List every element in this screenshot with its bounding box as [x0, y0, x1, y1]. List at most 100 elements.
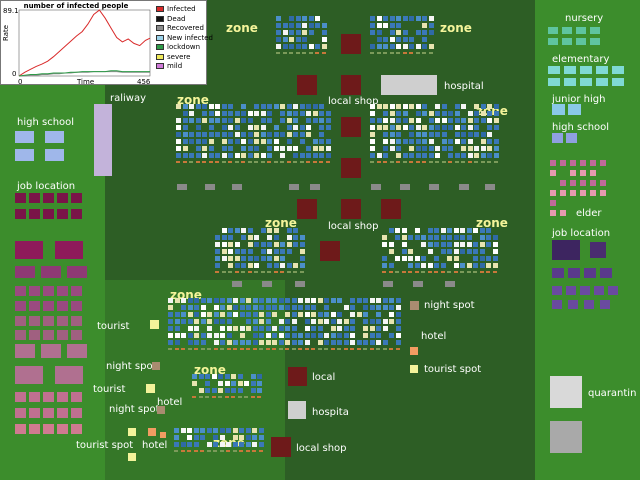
infection-chart[interactable]: number of infected people 89.1 0 Rate 0 …	[0, 0, 213, 86]
house	[356, 312, 362, 317]
junior-high-building	[552, 104, 565, 115]
house	[350, 326, 355, 331]
house	[421, 256, 426, 261]
job-building	[71, 193, 82, 203]
hotel-label: hotel	[157, 397, 183, 408]
house	[219, 442, 225, 447]
house	[260, 111, 266, 116]
house	[232, 435, 238, 440]
shop-strip	[337, 348, 341, 350]
house	[246, 298, 251, 303]
job-building	[15, 286, 26, 296]
house	[226, 442, 231, 447]
house	[369, 305, 375, 310]
shop-strip	[389, 52, 394, 54]
house	[383, 16, 388, 21]
house	[208, 104, 214, 109]
house	[402, 37, 408, 42]
job-building	[43, 193, 54, 203]
house	[447, 228, 452, 233]
house	[278, 305, 284, 310]
house	[422, 104, 427, 109]
house	[280, 111, 285, 116]
shop-strip	[447, 271, 451, 273]
nursery-building	[562, 38, 572, 45]
house	[480, 153, 486, 158]
house	[370, 44, 375, 49]
shop-strip	[421, 271, 425, 273]
store	[205, 184, 215, 190]
house	[337, 326, 342, 331]
house	[200, 333, 206, 338]
shop-strip	[454, 161, 459, 163]
shop-strip	[174, 348, 179, 350]
house	[324, 312, 329, 317]
house	[448, 125, 453, 130]
job-building	[15, 366, 43, 384]
house	[370, 111, 375, 116]
job-building	[67, 266, 87, 278]
house	[280, 256, 285, 261]
house	[383, 111, 388, 116]
house	[396, 125, 401, 130]
shop-strip	[487, 161, 491, 163]
house	[187, 305, 193, 310]
shop-strip	[244, 396, 248, 398]
house	[273, 235, 279, 240]
house	[480, 104, 486, 109]
house	[241, 153, 246, 158]
shop-strip	[260, 161, 265, 163]
house	[293, 263, 298, 268]
store	[429, 184, 439, 190]
house	[428, 118, 434, 123]
house	[415, 146, 421, 151]
house	[324, 319, 329, 324]
house	[276, 23, 281, 28]
house	[383, 23, 388, 28]
house	[202, 118, 207, 123]
house	[208, 118, 214, 123]
house	[241, 256, 246, 261]
house	[441, 146, 447, 151]
house	[226, 312, 232, 317]
house	[312, 104, 318, 109]
house	[414, 228, 420, 233]
house	[254, 104, 259, 109]
house	[306, 146, 311, 151]
house	[312, 146, 318, 151]
shop-strip	[289, 52, 293, 54]
house	[356, 298, 362, 303]
job-building	[57, 193, 68, 203]
house	[241, 235, 246, 240]
house	[215, 263, 220, 268]
house	[247, 125, 253, 130]
junior-high-label: junior high	[552, 94, 606, 105]
house	[467, 132, 473, 137]
house	[428, 139, 434, 144]
house	[228, 118, 233, 123]
house	[234, 242, 240, 247]
house	[226, 340, 232, 345]
shop-strip	[474, 161, 478, 163]
house	[247, 249, 253, 254]
house	[258, 435, 264, 440]
shop-strip	[369, 348, 374, 350]
job-building	[57, 286, 68, 296]
shop-strip	[234, 271, 239, 273]
house	[213, 428, 218, 433]
house	[244, 381, 249, 386]
shop-strip	[176, 161, 180, 163]
house	[388, 242, 394, 247]
house	[233, 298, 238, 303]
house	[247, 242, 253, 247]
house	[376, 312, 381, 317]
job-building	[15, 316, 26, 326]
job-building	[566, 286, 576, 295]
house	[435, 111, 440, 116]
house	[267, 153, 272, 158]
house	[376, 319, 381, 324]
house	[304, 298, 310, 303]
house	[265, 298, 271, 303]
house	[388, 263, 394, 268]
